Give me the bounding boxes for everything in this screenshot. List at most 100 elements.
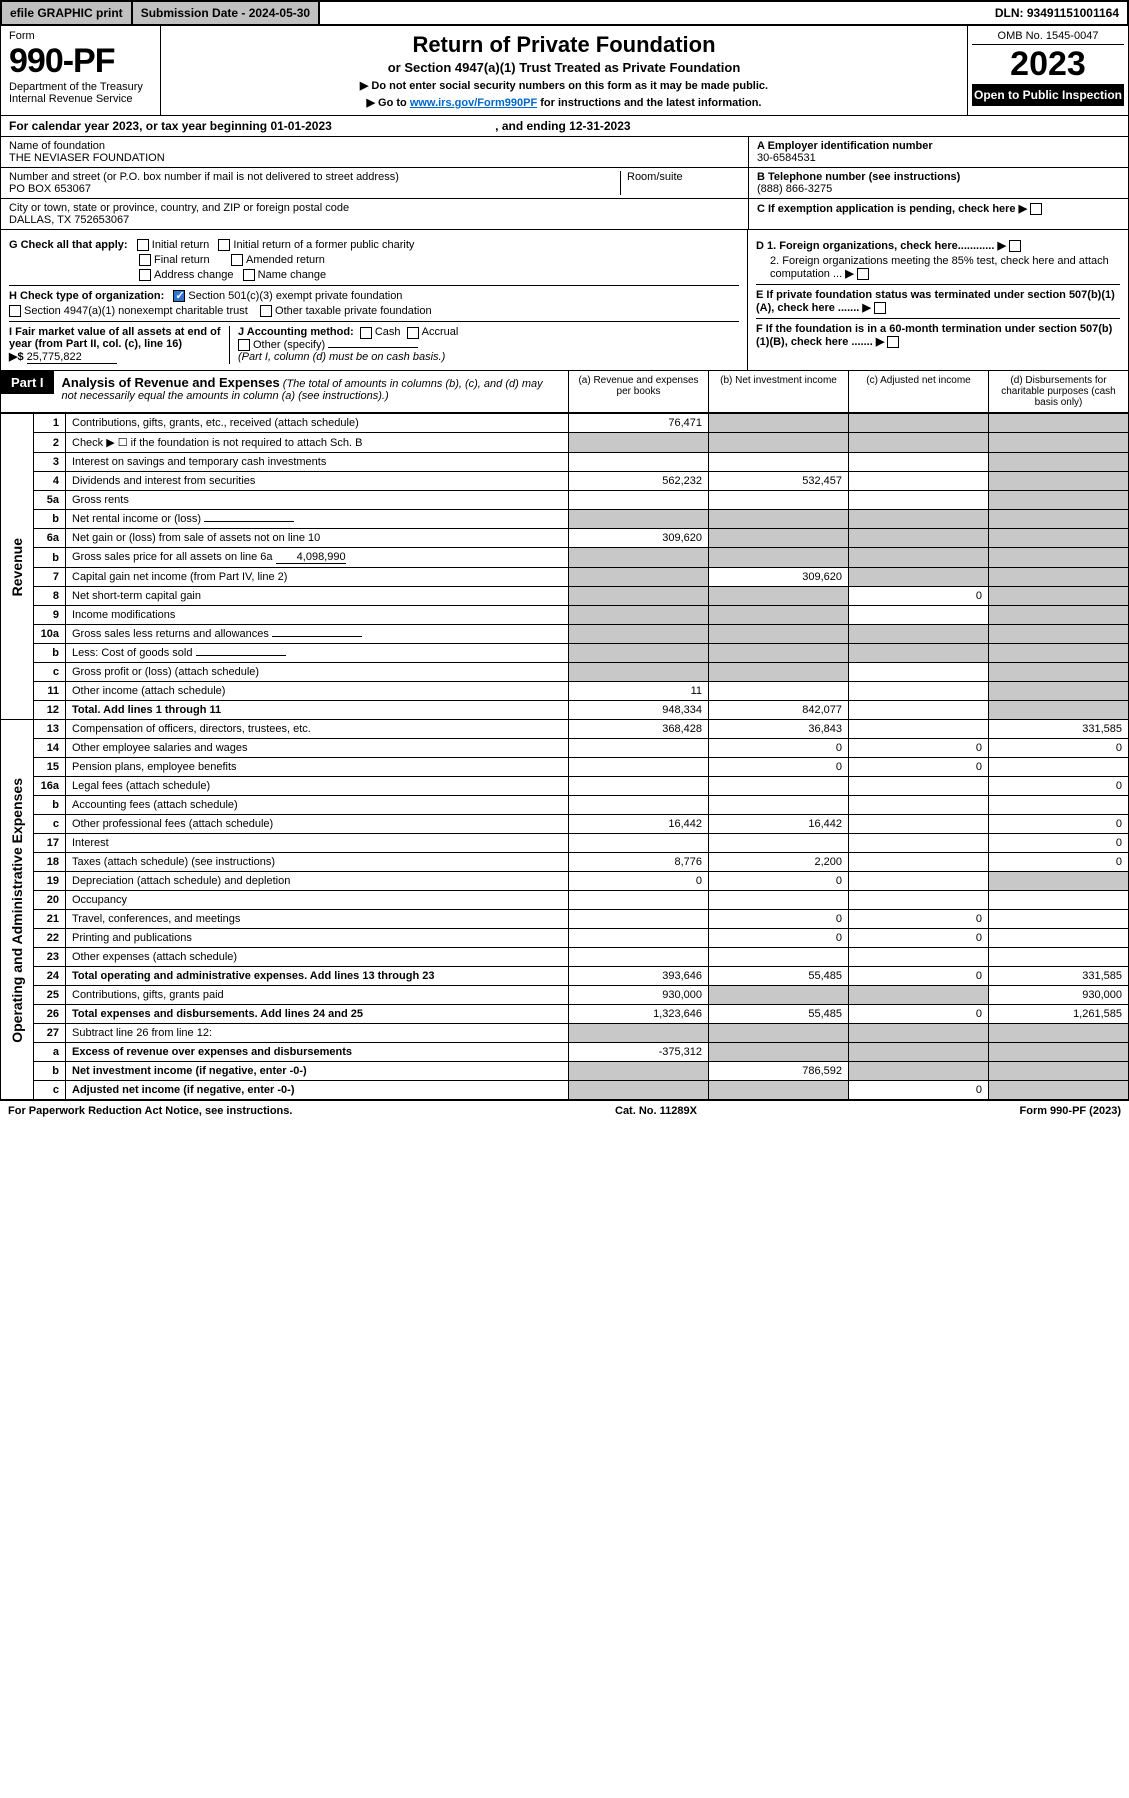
f-checkbox[interactable]	[887, 336, 899, 348]
line-number: c	[34, 1081, 66, 1100]
line-label: Other employee salaries and wages	[66, 739, 569, 758]
h-501c3-checkbox[interactable]	[173, 290, 185, 302]
calendar-end: , and ending 12-31-2023	[495, 119, 630, 133]
h-501c3: Section 501(c)(3) exempt private foundat…	[188, 290, 402, 302]
line-label: Total expenses and disbursements. Add li…	[66, 1005, 569, 1024]
table-row: 8Net short-term capital gain0	[1, 587, 1129, 606]
line-label: Gross profit or (loss) (attach schedule)	[66, 663, 569, 682]
g-address: Address change	[154, 269, 234, 281]
cell-b	[709, 414, 849, 433]
h-4947-checkbox[interactable]	[9, 305, 21, 317]
cell-c: 0	[849, 587, 989, 606]
efile-label[interactable]: efile GRAPHIC print	[2, 2, 133, 24]
table-row: 27Subtract line 26 from line 12:	[1, 1024, 1129, 1043]
line-number: 15	[34, 758, 66, 777]
g-name-checkbox[interactable]	[243, 269, 255, 281]
table-row: 21Travel, conferences, and meetings00	[1, 910, 1129, 929]
cell-d	[989, 568, 1129, 587]
j-cash-checkbox[interactable]	[360, 327, 372, 339]
cell-a: 393,646	[569, 967, 709, 986]
line-label: Accounting fees (attach schedule)	[66, 796, 569, 815]
cell-b: 786,592	[709, 1062, 849, 1081]
form990pf-link[interactable]: www.irs.gov/Form990PF	[410, 97, 537, 109]
addr-block: Number and street (or P.O. box number if…	[9, 171, 620, 195]
g-address-checkbox[interactable]	[139, 269, 151, 281]
table-row: cGross profit or (loss) (attach schedule…	[1, 663, 1129, 682]
line-number: c	[34, 663, 66, 682]
line-number: 24	[34, 967, 66, 986]
line-number: 3	[34, 453, 66, 472]
cell-c	[849, 510, 989, 529]
table-row: 17Interest0	[1, 834, 1129, 853]
j-other-checkbox[interactable]	[238, 339, 250, 351]
header-right: OMB No. 1545-0047 2023 Open to Public In…	[968, 26, 1128, 115]
g-initial-former-checkbox[interactable]	[218, 239, 230, 251]
cell-b	[709, 548, 849, 568]
g-amended: Amended return	[246, 254, 325, 266]
cell-c	[849, 433, 989, 453]
cell-b	[709, 663, 849, 682]
cell-b	[709, 777, 849, 796]
cell-b: 36,843	[709, 720, 849, 739]
cell-c	[849, 529, 989, 548]
cell-c	[849, 720, 989, 739]
line-number: 4	[34, 472, 66, 491]
line-number: 6a	[34, 529, 66, 548]
arrow-icon: ▶	[1019, 203, 1027, 215]
entity-info: Name of foundation THE NEVIASER FOUNDATI…	[0, 137, 1129, 230]
footer-mid: Cat. No. 11289X	[615, 1105, 697, 1117]
cell-a	[569, 758, 709, 777]
ein-row: A Employer identification number 30-6584…	[749, 137, 1128, 168]
g-amended-checkbox[interactable]	[231, 254, 243, 266]
name-row: Name of foundation THE NEVIASER FOUNDATI…	[1, 137, 748, 168]
i-label: I Fair market value of all assets at end…	[9, 326, 221, 350]
g-initial: Initial return	[152, 239, 209, 251]
table-row: aExcess of revenue over expenses and dis…	[1, 1043, 1129, 1062]
header-left: Form 990-PF Department of the Treasury I…	[1, 26, 161, 115]
j-accrual-checkbox[interactable]	[407, 327, 419, 339]
col-d-head: (d) Disbursements for charitable purpose…	[988, 371, 1128, 412]
cell-b	[709, 453, 849, 472]
g-initial-checkbox[interactable]	[137, 239, 149, 251]
cell-a: 309,620	[569, 529, 709, 548]
cell-c	[849, 644, 989, 663]
cell-a	[569, 644, 709, 663]
cell-c	[849, 815, 989, 834]
d2-checkbox[interactable]	[857, 268, 869, 280]
exemption-checkbox[interactable]	[1030, 203, 1042, 215]
instr-line-2: ▶ Go to www.irs.gov/Form990PF for instru…	[181, 96, 947, 109]
e-checkbox[interactable]	[874, 302, 886, 314]
cell-a	[569, 548, 709, 568]
e-label: E If private foundation status was termi…	[756, 289, 1115, 314]
line-number: 8	[34, 587, 66, 606]
cell-a	[569, 777, 709, 796]
h-other-checkbox[interactable]	[260, 305, 272, 317]
cell-d	[989, 891, 1129, 910]
cell-d: 0	[989, 739, 1129, 758]
cell-a: 930,000	[569, 986, 709, 1005]
line-number: 1	[34, 414, 66, 433]
line-label: Interest on savings and temporary cash i…	[66, 453, 569, 472]
line-number: 5a	[34, 491, 66, 510]
line-label: Occupancy	[66, 891, 569, 910]
cell-a	[569, 433, 709, 453]
table-row: 16aLegal fees (attach schedule)0	[1, 777, 1129, 796]
dept-label: Department of the Treasury	[9, 81, 152, 93]
line-number: b	[34, 796, 66, 815]
footer-right: Form 990-PF (2023)	[1020, 1105, 1121, 1117]
line-number: 25	[34, 986, 66, 1005]
calendar-begin: For calendar year 2023, or tax year begi…	[9, 119, 332, 133]
j-other-field[interactable]	[328, 347, 418, 348]
i-arrow: ▶$	[9, 351, 24, 363]
table-row: bNet rental income or (loss)	[1, 510, 1129, 529]
table-row: 23Other expenses (attach schedule)	[1, 948, 1129, 967]
table-row: 12Total. Add lines 1 through 11948,33484…	[1, 701, 1129, 720]
cell-c	[849, 948, 989, 967]
d1-checkbox[interactable]	[1009, 240, 1021, 252]
j-note: (Part I, column (d) must be on cash basi…	[238, 351, 445, 363]
h-4947: Section 4947(a)(1) nonexempt charitable …	[24, 305, 248, 317]
cell-b	[709, 529, 849, 548]
g-final-checkbox[interactable]	[139, 254, 151, 266]
cell-a	[569, 663, 709, 682]
g-initial-former: Initial return of a former public charit…	[233, 239, 414, 251]
